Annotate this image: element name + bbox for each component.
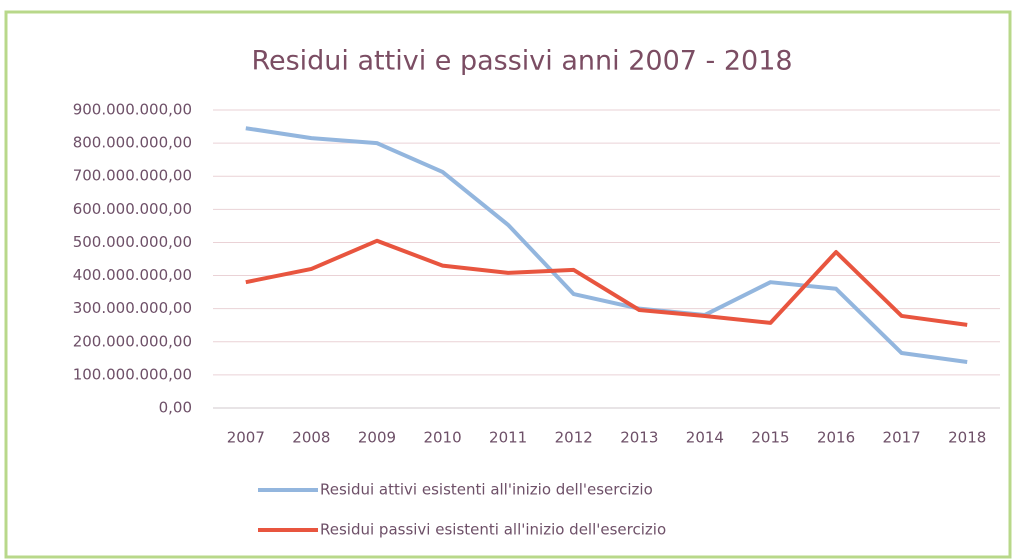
x-tick-label: 2017 (883, 429, 921, 447)
legend-label: Residui attivi esistenti all'inizio dell… (320, 481, 653, 499)
y-tick-label: 0,00 (159, 399, 192, 417)
y-tick-label: 900.000.000,00 (73, 101, 192, 119)
x-tick-label: 2012 (555, 429, 593, 447)
chart-border (4, 10, 1012, 559)
x-tick-label: 2015 (751, 429, 789, 447)
y-tick-label: 500.000.000,00 (73, 233, 192, 251)
x-tick-label: 2008 (292, 429, 330, 447)
series-line (245, 126, 968, 364)
x-tick-label: 2014 (686, 429, 724, 447)
y-tick-label: 200.000.000,00 (73, 332, 192, 350)
chart-title: Residui attivi e passivi anni 2007 - 201… (251, 46, 792, 77)
y-tick-label: 600.000.000,00 (73, 200, 192, 218)
x-tick-label: 2011 (489, 429, 527, 447)
x-tick-label: 2013 (620, 429, 658, 447)
y-tick-label: 800.000.000,00 (73, 134, 192, 152)
y-tick-label: 300.000.000,00 (73, 299, 192, 317)
x-tick-label: 2009 (358, 429, 396, 447)
y-tick-label: 700.000.000,00 (73, 167, 192, 185)
x-tick-label: 2007 (227, 429, 265, 447)
x-tick-label: 2018 (948, 429, 986, 447)
x-tick-label: 2016 (817, 429, 855, 447)
legend-label: Residui passivi esistenti all'inizio del… (320, 521, 666, 539)
series-line (245, 238, 968, 327)
y-tick-label: 100.000.000,00 (73, 365, 192, 383)
y-tick-label: 400.000.000,00 (73, 266, 192, 284)
x-tick-label: 2010 (423, 429, 461, 447)
